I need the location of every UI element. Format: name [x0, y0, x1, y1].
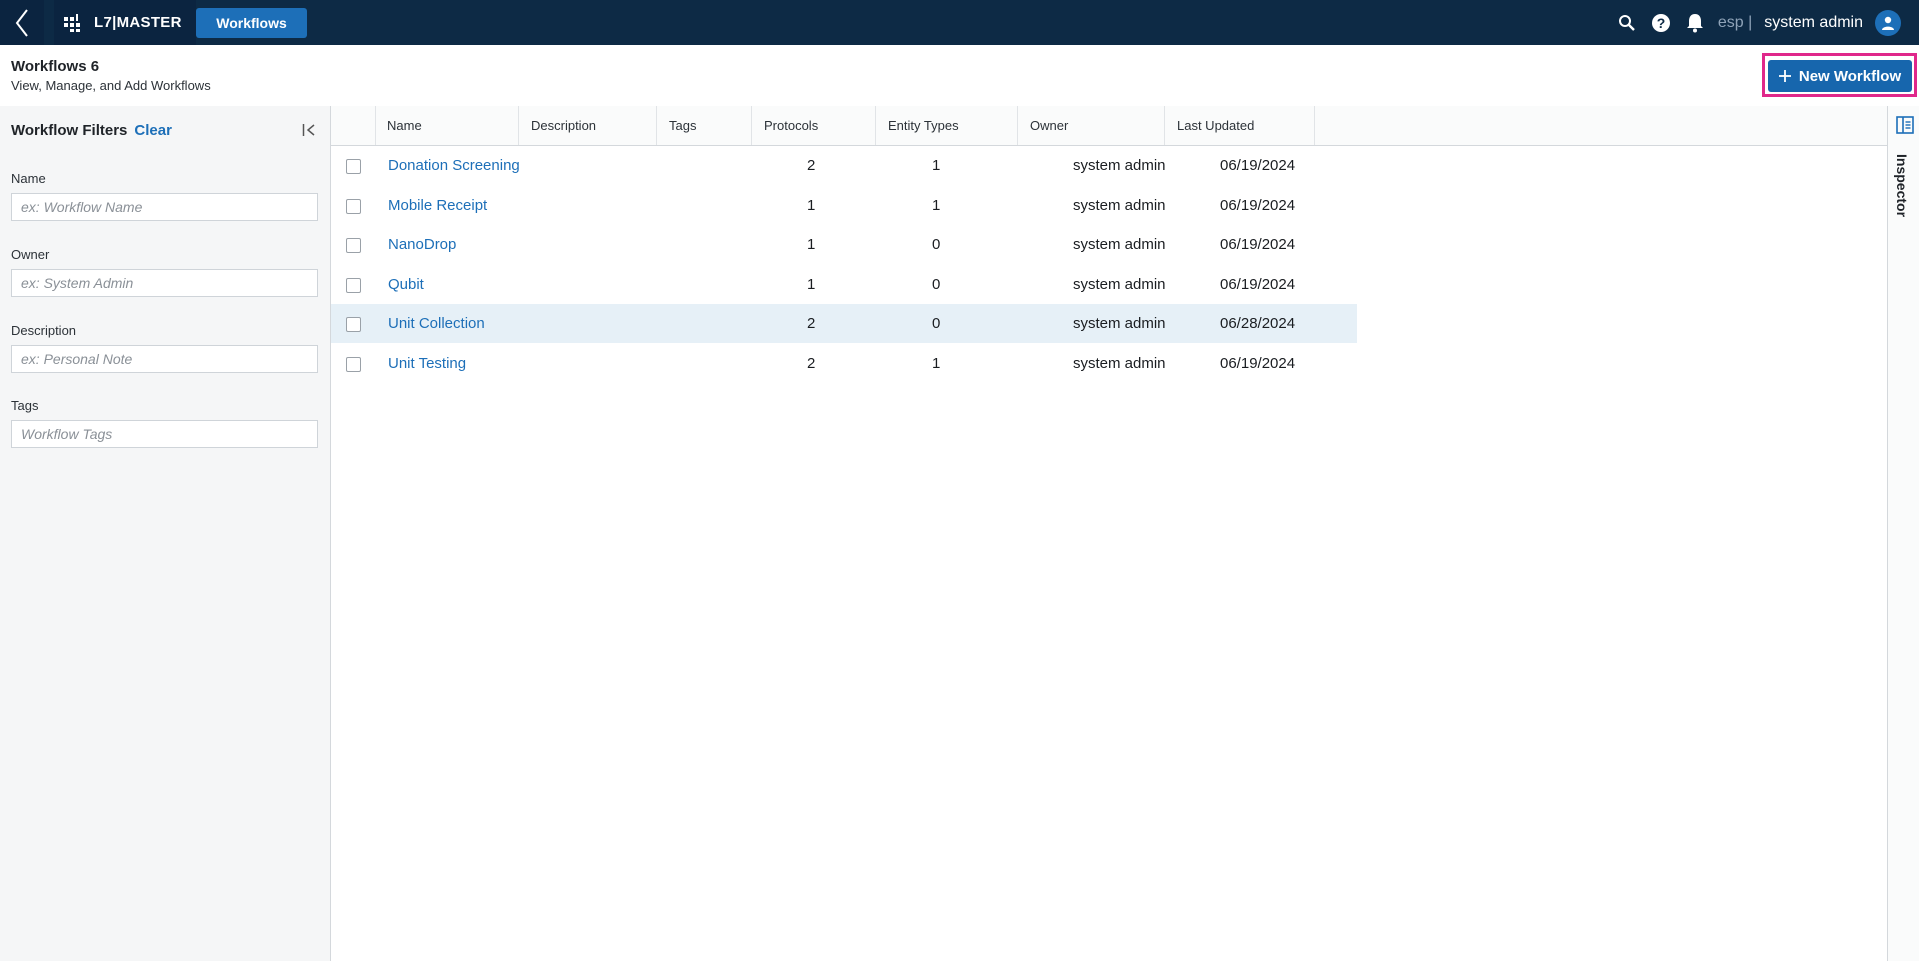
- brand-logo-icon: [64, 13, 80, 32]
- table-row[interactable]: Unit Collection 2 0 system admin 06/28/2024: [331, 304, 1357, 344]
- cell-protocols: 2: [807, 355, 816, 372]
- table-row[interactable]: Mobile Receipt 1 1 system admin 06/19/2024: [331, 186, 1357, 225]
- select-column-header: [331, 106, 376, 145]
- cell-last-updated: 06/19/2024: [1220, 275, 1296, 293]
- cell-entity-types: 1: [932, 196, 941, 214]
- inspector-toggle-label[interactable]: Inspector: [1894, 154, 1910, 218]
- clear-filters-link[interactable]: Clear: [134, 122, 172, 139]
- help-button[interactable]: ?: [1650, 12, 1672, 34]
- back-chevron-icon: [15, 8, 28, 37]
- user-menu[interactable]: system admin: [1764, 13, 1863, 31]
- top-navigation-bar: L7|MASTER Workflows ? esp | system admin: [0, 0, 1919, 45]
- tags-filter-label: Tags: [11, 398, 39, 413]
- table-row[interactable]: Qubit 1 0 system admin 06/19/2024: [331, 265, 1357, 304]
- filter-header: Workflow Filters Clear: [11, 122, 172, 139]
- filter-title: Workflow Filters: [11, 122, 128, 139]
- nav-workflows-button[interactable]: Workflows: [196, 8, 307, 38]
- page-subtitle: View, Manage, and Add Workflows: [11, 78, 211, 93]
- cell-protocols: 2: [807, 315, 816, 333]
- table-row[interactable]: NanoDrop 1 0 system admin 06/19/2024: [331, 225, 1357, 264]
- cell-owner: system admin: [1073, 275, 1166, 293]
- column-header-tags[interactable]: Tags: [657, 106, 752, 145]
- new-workflow-button[interactable]: New Workflow: [1768, 60, 1912, 92]
- cell-name[interactable]: NanoDrop: [388, 236, 457, 254]
- cell-owner: system admin: [1073, 196, 1166, 214]
- user-avatar-icon: [1882, 16, 1894, 30]
- search-icon: [1618, 14, 1635, 31]
- cell-protocols: 1: [807, 275, 816, 293]
- search-button[interactable]: [1616, 12, 1638, 34]
- table-header: Name Description Tags Protocols Entity T…: [331, 106, 1887, 146]
- inspector-panel: Inspector: [1887, 106, 1919, 961]
- collapse-left-icon: [302, 124, 315, 136]
- page-header: Workflows 6 View, Manage, and Add Workfl…: [0, 45, 1919, 107]
- cell-name[interactable]: Mobile Receipt: [388, 196, 488, 214]
- cell-entity-types: 0: [932, 315, 941, 333]
- name-filter-input[interactable]: [11, 193, 318, 221]
- brand[interactable]: L7|MASTER: [54, 0, 196, 45]
- workflow-table: Name Description Tags Protocols Entity T…: [331, 106, 1887, 961]
- bell-icon: [1686, 13, 1703, 32]
- cell-protocols: 1: [807, 196, 816, 214]
- cell-last-updated: 06/19/2024: [1220, 196, 1296, 214]
- svg-text:?: ?: [1657, 15, 1666, 31]
- brand-name: L7|MASTER: [94, 14, 182, 31]
- cell-entity-types: 0: [932, 236, 941, 254]
- plus-icon: [1778, 70, 1791, 82]
- cell-protocols: 1: [807, 236, 816, 254]
- cell-entity-types: 0: [932, 275, 941, 293]
- top-right-tools: ? esp | system admin: [1616, 0, 1901, 45]
- owner-filter-input[interactable]: [11, 269, 318, 297]
- row-checkbox[interactable]: [346, 357, 361, 372]
- cell-name[interactable]: Donation Screening: [388, 157, 520, 174]
- cell-protocols: 2: [807, 157, 816, 174]
- cell-owner: system admin: [1073, 236, 1166, 254]
- page-title: Workflows 6: [11, 58, 100, 75]
- cell-owner: system admin: [1073, 157, 1166, 174]
- table-row[interactable]: Unit Testing 2 1 system admin 06/19/2024: [331, 344, 1357, 383]
- cell-last-updated: 06/19/2024: [1220, 355, 1296, 372]
- owner-filter-label: Owner: [11, 247, 50, 262]
- filter-sidebar: Workflow Filters Clear Name Owner Descri…: [0, 106, 331, 961]
- column-header-owner[interactable]: Owner: [1018, 106, 1165, 145]
- cell-last-updated: 06/19/2024: [1220, 236, 1296, 254]
- row-checkbox[interactable]: [346, 238, 361, 254]
- table-row[interactable]: Donation Screening 2 1 system admin 06/19/20…: [331, 146, 1357, 185]
- help-icon: ?: [1651, 13, 1670, 32]
- cell-name[interactable]: Unit Collection: [388, 315, 485, 333]
- row-checkbox[interactable]: [346, 198, 361, 214]
- column-header-name[interactable]: Name: [375, 106, 519, 145]
- name-filter-label: Name: [11, 171, 46, 186]
- row-checkbox[interactable]: [346, 317, 361, 333]
- row-checkbox[interactable]: [346, 277, 361, 293]
- column-header-description[interactable]: Description: [519, 106, 657, 145]
- description-filter-input[interactable]: [11, 345, 318, 373]
- inspector-panel-icon[interactable]: [1896, 116, 1914, 134]
- notifications-button[interactable]: [1684, 12, 1706, 34]
- column-header-protocols[interactable]: Protocols: [752, 106, 876, 145]
- language-selector[interactable]: esp |: [1717, 13, 1753, 31]
- user-avatar[interactable]: [1875, 9, 1901, 36]
- back-button[interactable]: [0, 0, 44, 45]
- column-header-entity-types[interactable]: Entity Types: [876, 106, 1018, 145]
- cell-name[interactable]: Qubit: [388, 275, 424, 293]
- cell-owner: system admin: [1073, 355, 1166, 372]
- collapse-sidebar-button[interactable]: [300, 120, 320, 140]
- column-header-last-updated[interactable]: Last Updated: [1165, 106, 1315, 145]
- cell-name[interactable]: Unit Testing: [388, 355, 467, 372]
- cell-last-updated: 06/28/2024: [1220, 315, 1296, 333]
- cell-owner: system admin: [1073, 315, 1166, 333]
- cell-entity-types: 1: [932, 355, 941, 372]
- highlight-outline: [1762, 53, 1917, 97]
- row-checkbox[interactable]: [346, 159, 361, 174]
- cell-entity-types: 1: [932, 157, 941, 174]
- new-workflow-label: New Workflow: [1798, 67, 1902, 85]
- description-filter-label: Description: [11, 323, 77, 338]
- tags-filter-input[interactable]: [11, 420, 318, 448]
- cell-last-updated: 06/19/2024: [1220, 157, 1296, 174]
